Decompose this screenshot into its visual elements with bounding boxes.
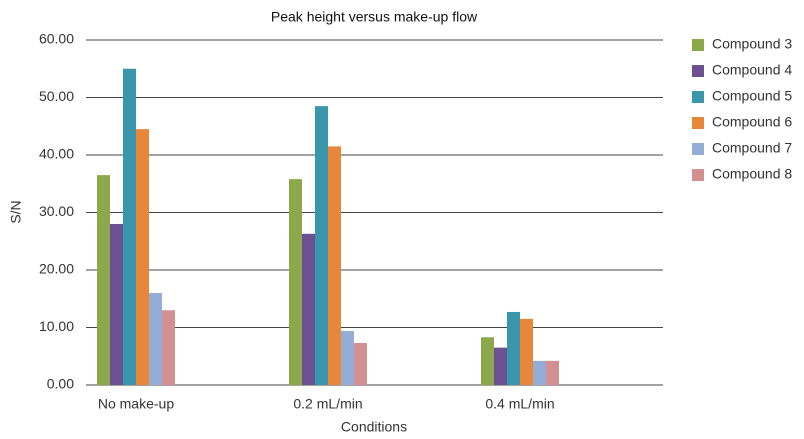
bar [149,293,162,385]
bar [507,311,520,385]
bar [546,360,559,385]
bar [162,310,175,385]
legend-label: Compound 6 [712,114,792,130]
bar [494,347,507,385]
y-tick-label: 60.00 [39,31,74,47]
chart-title: Peak height versus make-up flow [271,9,478,25]
bar [520,318,533,385]
y-axis-label: S/N [8,200,24,223]
legend-label: Compound 3 [712,36,792,52]
y-tick-label: 10.00 [39,318,74,334]
y-tick-label: 0.00 [47,376,74,392]
legend-swatch [692,169,704,181]
x-axis-label: Conditions [341,419,407,435]
legend-swatch [692,117,704,129]
bar [110,224,123,385]
bar [533,360,546,385]
legend-swatch [692,143,704,155]
bar [354,343,367,385]
legend-label: Compound 8 [712,166,792,182]
x-tick-label: No make-up [98,396,174,412]
bar [328,146,341,385]
bar [481,337,494,385]
y-tick-label: 20.00 [39,261,74,277]
y-tick-label: 30.00 [39,203,74,219]
legend-label: Compound 4 [712,62,792,78]
bar [315,106,328,385]
y-tick-label: 50.00 [39,88,74,104]
bar [123,68,136,385]
x-tick-label: 0.4 mL/min [485,396,554,412]
y-tick-label: 40.00 [39,146,74,162]
legend-label: Compound 7 [712,140,792,156]
x-tick-label: 0.2 mL/min [293,396,362,412]
bar [289,179,302,385]
legend-swatch [692,91,704,103]
bar [97,175,110,385]
bar [302,233,315,385]
bar [341,330,354,385]
legend-label: Compound 5 [712,88,792,104]
legend-swatch [692,39,704,51]
bar [136,129,149,385]
legend-swatch [692,65,704,77]
